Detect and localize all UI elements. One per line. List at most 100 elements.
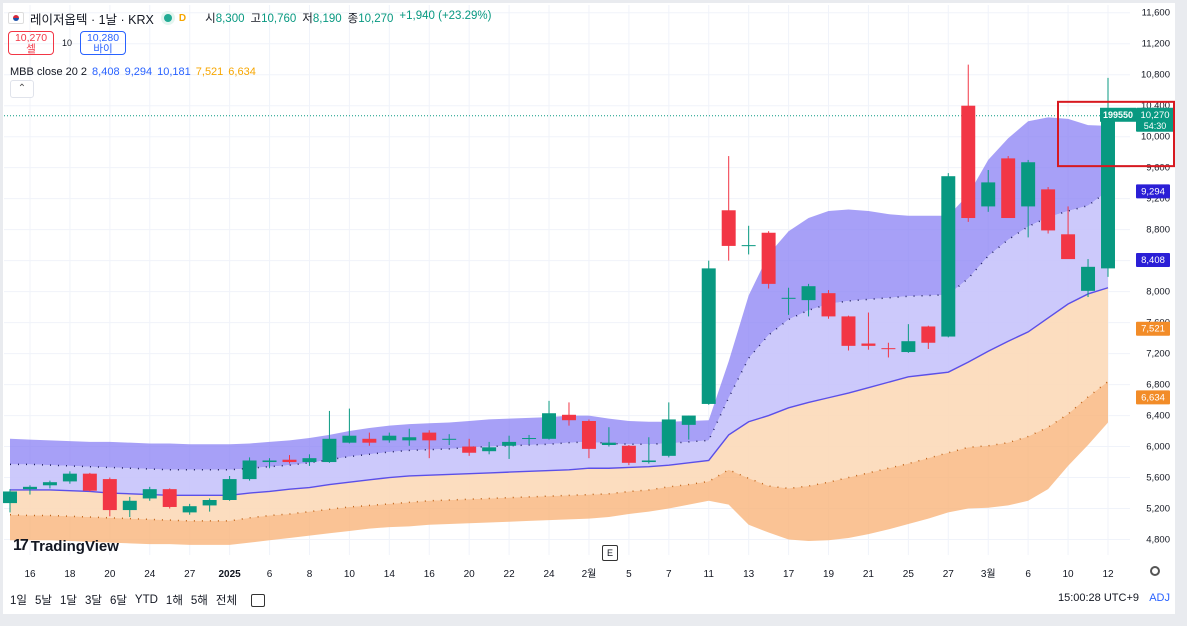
calendar-icon[interactable] xyxy=(251,593,266,607)
x-tick-label: 27 xyxy=(943,569,955,580)
candle-body xyxy=(681,415,696,425)
volume-box-bg xyxy=(1100,107,1136,122)
x-tick-label: 7 xyxy=(666,569,672,580)
adj-toggle[interactable]: ADJ xyxy=(1149,592,1170,604)
y-tick-label: 5,200 xyxy=(1146,504,1170,515)
earnings-event-button[interactable]: E xyxy=(602,545,618,561)
candle-body xyxy=(282,459,297,463)
y-tick-label: 4,800 xyxy=(1146,535,1170,546)
badge-basis-bg xyxy=(1136,253,1170,268)
range-ytd[interactable]: YTD xyxy=(134,594,158,606)
x-tick-label: 16 xyxy=(424,569,436,580)
candle-body xyxy=(921,326,936,343)
indicator-name: MBB close 20 2 xyxy=(10,66,88,78)
candle-body xyxy=(62,473,77,482)
sell-button[interactable]: 10,270 셀 xyxy=(8,31,54,55)
candle-body xyxy=(162,489,177,507)
range-1m[interactable]: 1달 xyxy=(59,595,77,607)
indicator-value-upper2: 10,181 xyxy=(157,66,191,78)
x-tick-label: 20 xyxy=(464,569,476,580)
candle-body xyxy=(542,413,557,439)
open-value: 8,300 xyxy=(215,13,245,25)
candle-body xyxy=(202,500,217,506)
x-tick-label: 6 xyxy=(267,569,273,580)
y-tick-label: 5,600 xyxy=(1146,473,1170,484)
y-tick-label: 10,000 xyxy=(1141,132,1170,143)
candle-body xyxy=(402,437,417,441)
candle-body xyxy=(442,438,457,440)
range-6m[interactable]: 6달 xyxy=(109,595,127,607)
candle-body xyxy=(502,441,517,446)
candle-body xyxy=(82,473,97,491)
x-tick-label: 25 xyxy=(903,569,915,580)
x-tick-label: 12 xyxy=(1102,569,1114,580)
indicator-legend[interactable]: MBB close 20 2 8,408 9,294 10,181 7,521 … xyxy=(10,66,256,78)
range-1d[interactable]: 1일 xyxy=(10,595,27,607)
indicator-value-basis: 8,408 xyxy=(92,66,120,78)
badge-close-bg xyxy=(1136,107,1174,132)
candle-body xyxy=(661,419,676,456)
candle-body xyxy=(581,420,596,449)
candle-body xyxy=(242,460,257,480)
x-tick-label: 21 xyxy=(863,569,875,580)
x-tick-label: 14 xyxy=(384,569,396,580)
candle-body xyxy=(861,343,876,346)
y-tick-label: 11,200 xyxy=(1142,39,1170,50)
badge-basis: 8,408 xyxy=(1141,255,1165,266)
candle-body xyxy=(1001,158,1016,219)
x-tick-label: 5 xyxy=(626,569,632,580)
y-tick-label: 7,200 xyxy=(1146,349,1170,360)
x-tick-label: 24 xyxy=(144,569,156,580)
candle-body xyxy=(322,438,337,463)
candle-body xyxy=(601,442,616,445)
candle-body xyxy=(462,446,477,453)
range-all[interactable]: 전체 xyxy=(215,595,238,607)
badge-close-price: 10,270 xyxy=(1140,110,1169,121)
trade-buttons: 10,270 셀 10 10,280 바이 xyxy=(8,31,127,55)
range-3m[interactable]: 3달 xyxy=(84,595,102,607)
korea-flag-icon xyxy=(8,12,24,24)
y-tick-label: 10,800 xyxy=(1141,70,1170,81)
badge-upper1: 9,294 xyxy=(1141,186,1165,197)
badge-lower1-bg xyxy=(1136,321,1170,336)
candle-body xyxy=(981,182,996,207)
candle-body xyxy=(1081,266,1096,291)
badge-upper1-bg xyxy=(1136,184,1170,199)
y-tick-label: 6,800 xyxy=(1146,380,1170,391)
x-tick-label: 20 xyxy=(104,569,116,580)
candle-body xyxy=(482,447,497,452)
x-tick-label: 10 xyxy=(1063,569,1075,580)
market-status[interactable]: D xyxy=(163,13,189,24)
tv-logo-icon: 17 xyxy=(13,537,29,554)
y-tick-label: 6,000 xyxy=(1146,442,1170,453)
x-tick-label: 17 xyxy=(783,569,795,580)
x-tick-label: 13 xyxy=(743,569,755,580)
x-tick-label: 2월 xyxy=(582,568,597,580)
candle-body xyxy=(422,432,437,441)
badge-lower2-bg xyxy=(1136,390,1170,405)
candle-body xyxy=(122,500,137,511)
range-1y[interactable]: 1해 xyxy=(165,595,183,607)
y-tick-label: 9,600 xyxy=(1146,163,1170,174)
range-5y[interactable]: 5해 xyxy=(190,595,208,607)
x-tick-label: 19 xyxy=(823,569,835,580)
clock-timezone[interactable]: 15:00:28 UTC+9 xyxy=(1057,592,1139,604)
symbol-title[interactable]: 레이저옵텍 · 1날 · KRX xyxy=(30,12,154,27)
close-value: 10,270 xyxy=(358,13,394,25)
candle-body xyxy=(701,268,716,404)
candle-body xyxy=(741,245,756,247)
settings-gear-icon[interactable] xyxy=(1150,566,1160,576)
candle-body xyxy=(761,232,776,284)
range-5d[interactable]: 5날 xyxy=(34,595,52,607)
x-tick-label: 8 xyxy=(307,569,313,580)
buy-button[interactable]: 10,280 바이 xyxy=(80,31,127,55)
low-value: 8,190 xyxy=(312,13,342,25)
market-open-dot-icon xyxy=(163,14,172,22)
x-tick-label: 18 xyxy=(64,569,76,580)
candle-body xyxy=(881,348,896,350)
band-lower-outer xyxy=(10,381,1108,545)
candle-body xyxy=(382,435,397,441)
badge-lower2: 6,634 xyxy=(1141,392,1165,403)
collapse-legend-button[interactable]: ⌃ xyxy=(10,80,34,98)
